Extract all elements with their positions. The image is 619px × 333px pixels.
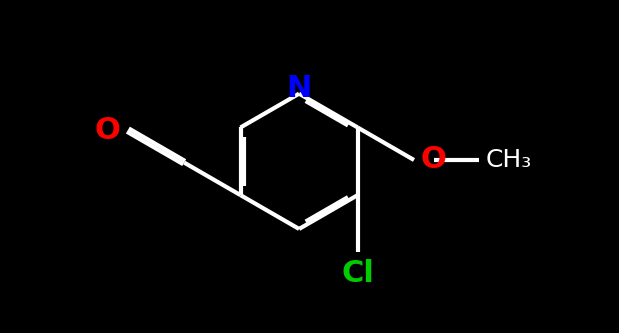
Text: Cl: Cl [341,259,374,288]
Text: N: N [287,74,312,103]
Text: CH₃: CH₃ [485,148,532,172]
Text: O: O [94,116,120,145]
Text: O: O [420,146,446,174]
